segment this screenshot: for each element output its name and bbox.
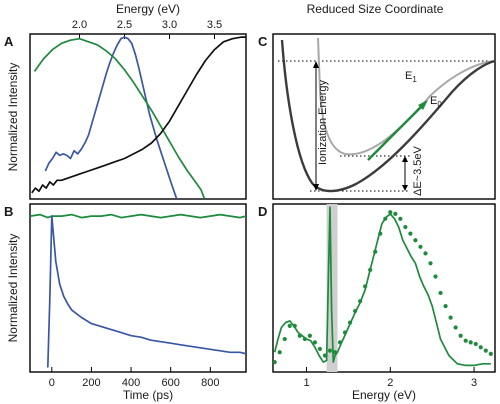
panel-d-data-point xyxy=(307,333,312,338)
panel-d-data-point xyxy=(282,336,287,342)
panel-d-data-point xyxy=(292,323,297,328)
panel-d-data-point xyxy=(337,340,343,345)
panel-d-data-point xyxy=(458,333,463,338)
panel-letter-a: A xyxy=(4,34,14,49)
panel-d-data-point xyxy=(418,244,423,249)
panel-d-data-point xyxy=(378,231,383,236)
panel-d-data-point xyxy=(453,325,458,330)
xlabel-d: Energy (eV) xyxy=(352,388,416,402)
panel-letter-d: D xyxy=(258,204,267,219)
panel-d-data-point xyxy=(438,290,443,296)
panel-c-frame xyxy=(272,33,496,200)
panel-d-data-point xyxy=(352,308,358,314)
panel-a-xtick-label: 2.5 xyxy=(117,19,132,31)
panel-d-data-point xyxy=(297,333,302,338)
panel-d-data-point xyxy=(398,216,403,221)
panel-d-data-point xyxy=(473,341,478,347)
xlabel-b: Time (ps) xyxy=(123,388,173,402)
panel-d-data-point xyxy=(277,350,282,355)
panel-b-xtick-label: 800 xyxy=(201,377,219,389)
panel-d-xtick-label: 2 xyxy=(387,377,393,389)
panel-d-data-point xyxy=(478,345,483,350)
ylabel-b: Normalized Intensity xyxy=(6,234,20,343)
panel-a-frame xyxy=(29,33,247,200)
panel-a-xtick-label: 3.5 xyxy=(207,19,222,31)
panel-a-xtick-label: 3.0 xyxy=(162,19,177,31)
panel-a-plot: 2.0 2.5 3.0 3.5 xyxy=(31,19,246,199)
panel-a-series-black-line xyxy=(31,36,246,194)
panel-d-data-point xyxy=(373,249,378,254)
panel-d-data-point xyxy=(363,284,368,289)
panel-d-frame xyxy=(272,203,496,373)
panel-d-data-point xyxy=(327,348,333,353)
panel-d-data-point xyxy=(488,351,493,356)
ionization-arrowhead-top xyxy=(313,61,319,68)
e0-label: E0 xyxy=(430,95,442,109)
panel-d-data-point xyxy=(393,211,398,216)
e1-label: E1 xyxy=(405,70,417,84)
panel-d-xtick-label: 3 xyxy=(471,377,477,389)
ylabel-a: Normalized Intensity xyxy=(6,63,20,172)
panel-d-data-point xyxy=(347,320,353,325)
panel-d-data-point xyxy=(273,360,277,365)
panel-letter-b: B xyxy=(4,204,13,219)
panel-b-xtick-label: 200 xyxy=(82,377,100,389)
panel-d-data-point xyxy=(448,315,453,320)
panel-a-xtick-label: 2.0 xyxy=(72,19,87,31)
panel-d-data-point xyxy=(287,323,292,328)
panel-d-data-point xyxy=(388,210,393,215)
ionization-energy-label: Ionization Energy xyxy=(317,80,329,165)
panel-letter-c: C xyxy=(258,34,268,49)
panel-b-xtick-label: 0 xyxy=(49,377,55,389)
right-top-title: Reduced Size Coordinate xyxy=(307,2,444,16)
panel-b-frame xyxy=(29,203,247,373)
relaxation-arrow-line xyxy=(367,103,425,161)
panel-d-data-point xyxy=(433,274,438,279)
panel-d-data-point xyxy=(342,330,348,335)
panel-d-data-point xyxy=(358,299,363,304)
ionization-arrowhead-bottom xyxy=(313,184,319,191)
panel-d-data-point xyxy=(413,238,418,243)
panel-b-series-green-line xyxy=(30,213,246,219)
panel-d-data-point xyxy=(403,224,408,230)
panel-d-series-green-line xyxy=(273,206,491,367)
panel-d-plot: 1 2 3 xyxy=(273,204,493,389)
panel-b-series-blue-line xyxy=(46,215,246,368)
panel-b-xtick-label: 600 xyxy=(162,377,180,389)
panel-b-xtick-label: 400 xyxy=(122,377,140,389)
delta-e-label: ΔE~3.5eV xyxy=(412,145,424,196)
panel-d-data-point xyxy=(408,231,413,236)
panel-d-data-point xyxy=(468,340,473,345)
panel-d-data-point xyxy=(302,336,307,342)
panel-d-data-point xyxy=(332,350,338,355)
panel-b-plot: 0 200 400 600 800 xyxy=(30,213,246,389)
e0-curve xyxy=(280,39,496,193)
e1-curve xyxy=(317,37,496,156)
panel-d-xtick-label: 1 xyxy=(303,377,309,389)
panel-a-series-blue-line xyxy=(44,36,178,199)
top-axis-title: Energy (eV) xyxy=(116,2,180,16)
delta-e-arrowhead-top xyxy=(402,156,408,162)
panel-d-data-point xyxy=(312,340,317,345)
panel-d-data-point xyxy=(483,348,488,353)
panel-d-data-point xyxy=(322,353,328,358)
panel-d-data-point xyxy=(428,261,433,266)
panel-d-data-point xyxy=(368,267,373,272)
panel-c-plot: Ionization Energy ΔE~3.5eV E1 E0 xyxy=(278,37,496,196)
panel-a-series-green-line xyxy=(33,37,206,199)
panel-d-data-point xyxy=(463,338,468,343)
relaxation-arrowhead xyxy=(418,100,428,110)
panel-d-data-point xyxy=(443,304,448,309)
delta-e-arrowhead-bottom xyxy=(402,185,408,191)
panel-d-data-point xyxy=(317,346,323,352)
panel-d-data-point xyxy=(423,251,428,256)
panel-d-data-point xyxy=(383,216,388,221)
